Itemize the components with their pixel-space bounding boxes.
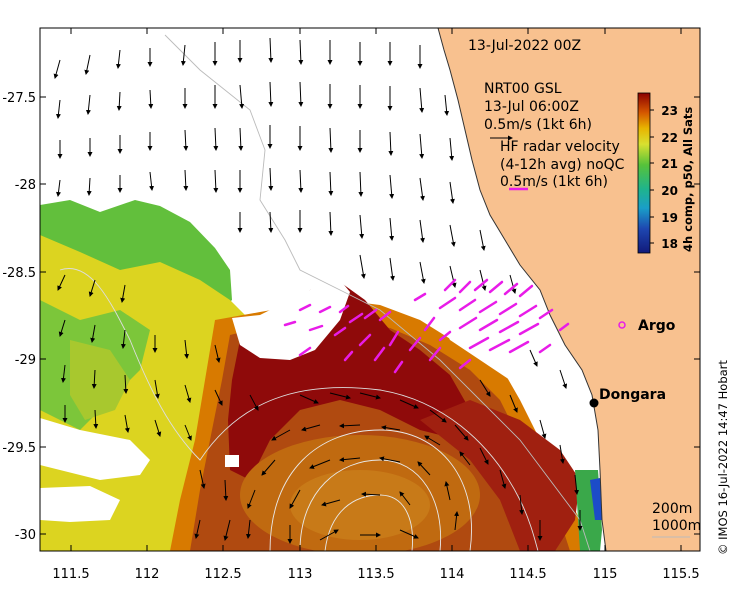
argo-marker (618, 321, 626, 329)
nrt-title: NRT00 GSL (484, 81, 562, 97)
x-tick-label: 113.5 (357, 567, 394, 582)
model-current-arrows (53, 37, 583, 544)
colorbar-tick-label: 20 (661, 184, 678, 198)
x-tick-label: 114.5 (509, 567, 546, 582)
y-tick-label: -29 (15, 353, 36, 368)
bathy-contour-1000m (59, 268, 539, 551)
coastline (437, 28, 607, 551)
cloud-gap-north-2 (430, 300, 560, 390)
nrt-time: 13-Jul 06:00Z (484, 99, 579, 115)
axis-ticks (40, 28, 700, 551)
y-tick-label: -27.5 (2, 91, 36, 106)
colorbar-tick-label: 19 (661, 211, 678, 225)
argo-label: Argo (638, 318, 676, 334)
depth-legend-1000m: 1000m (652, 518, 701, 534)
colorbar-tick-label: 23 (661, 104, 678, 118)
x-tick-label: 112.5 (204, 567, 241, 582)
cloud-spot (225, 455, 239, 467)
y-tick-label: -30 (15, 528, 36, 543)
y-tick-label: -28 (15, 178, 36, 193)
plot-frame (39, 27, 701, 552)
depth-legend-200m: 200m (652, 501, 692, 517)
bathy-contour-eddy-1 (269, 429, 472, 551)
colorbar-ticks (650, 109, 654, 244)
cloud-gap-2 (40, 486, 120, 522)
dongara-marker (589, 398, 599, 408)
x-tick-label: 114 (440, 567, 465, 582)
y-tick-label: -28.5 (2, 266, 36, 281)
credit-text: © IMOS 16-Jul-2022 14:47 Hobart (716, 360, 730, 555)
date-label: 13-Jul-2022 00Z (468, 38, 581, 54)
hf-avg: (4-12h avg) noQC (500, 157, 625, 173)
hf-title: HF radar velocity (500, 139, 620, 155)
coastal-blue-strip (590, 478, 603, 520)
x-tick-label: 112 (135, 567, 160, 582)
colorbar (637, 92, 651, 254)
bathy-contour-200m (164, 34, 591, 551)
y-tick-label: -29.5 (2, 441, 36, 456)
sst-olive-patch (70, 340, 130, 420)
australia-land (438, 28, 700, 551)
colorbar-tick-label: 21 (661, 157, 678, 171)
hf-radar-arrows (283, 278, 570, 374)
x-tick-label: 113 (288, 567, 313, 582)
cloud-gap-1 (40, 418, 150, 480)
cloud-gap-north (232, 280, 350, 360)
hf-scale: 0.5m/s (1kt 6h) (500, 174, 608, 190)
x-tick-label: 111.5 (52, 567, 89, 582)
x-tick-label: 115 (593, 567, 618, 582)
dongara-label: Dongara (599, 387, 666, 403)
nrt-scale: 0.5m/s (1kt 6h) (484, 117, 592, 133)
colorbar-tick-label: 22 (661, 131, 678, 145)
colorbar-title: 4h comp, p50, All Sats (681, 107, 695, 252)
sst-red-south (420, 400, 580, 551)
x-tick-label: 115.5 (662, 567, 699, 582)
eddy-inner (290, 470, 430, 540)
colorbar-tick-label: 18 (661, 237, 678, 251)
